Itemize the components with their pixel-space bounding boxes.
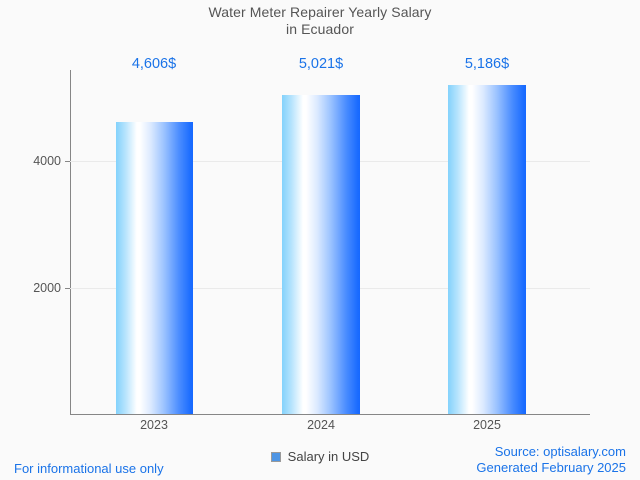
bar-value-label-2024: 5,021$ (298, 56, 344, 72)
source-label: Source: optisalary.com (494, 444, 626, 459)
chart-title: Water Meter Repairer Yearly Salary in Ec… (0, 4, 640, 38)
y-axis-tick-label-2000: 2000 (33, 281, 61, 295)
x-axis-label-2025: 2025 (473, 418, 501, 432)
bar-value-label-2023: 4,606$ (131, 56, 177, 72)
footer-attribution: Source: optisalary.com Generated Februar… (476, 444, 626, 476)
legend-swatch-icon (270, 452, 281, 462)
y-tick-mark-4000 (65, 161, 70, 162)
bar-2024[interactable] (282, 95, 360, 414)
bar-value-label-2025: 5,186$ (464, 56, 510, 72)
bar-2023[interactable] (116, 122, 193, 414)
bar-2025[interactable] (448, 85, 526, 414)
legend-item-label[interactable]: Salary in USD (287, 449, 370, 464)
y-axis-tick-label-4000: 4000 (33, 154, 61, 168)
chart-legend: Salary in USD (0, 450, 640, 464)
chart-title-line-2: in Ecuador (286, 21, 354, 37)
x-axis-label-2024: 2024 (307, 418, 335, 432)
y-tick-mark-2000 (65, 288, 70, 289)
x-axis-line (70, 414, 590, 415)
x-axis-label-2023: 2023 (140, 418, 168, 432)
y-axis-line (70, 70, 71, 415)
chart-title-line-1: Water Meter Repairer Yearly Salary (208, 4, 432, 20)
plot-area (65, 70, 590, 415)
generated-date-label: Generated February 2025 (476, 460, 626, 475)
disclaimer-note: For informational use only (14, 461, 164, 476)
